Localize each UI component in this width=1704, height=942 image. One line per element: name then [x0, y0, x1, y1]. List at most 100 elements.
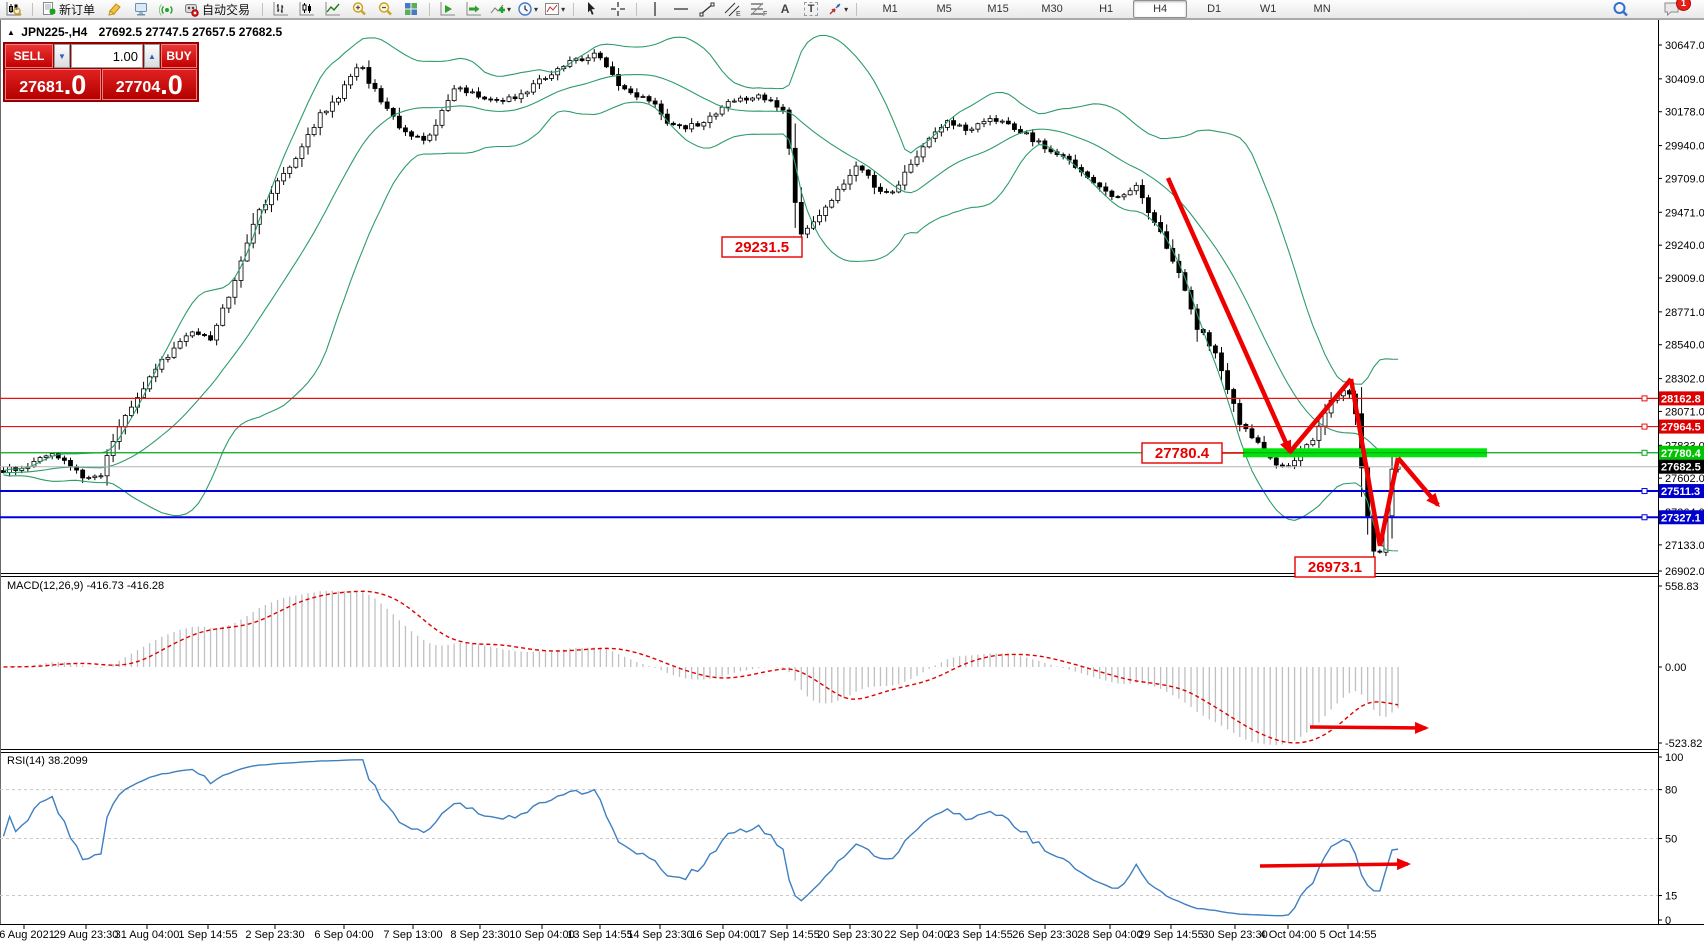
tf-button-mn[interactable]: MN	[1313, 3, 1331, 15]
new-order-button[interactable]: 新订单	[39, 1, 101, 18]
zoom-in-icon[interactable]	[347, 1, 371, 18]
price-tick: 30647.0	[1665, 40, 1704, 52]
sell-price-pips: .0	[63, 70, 87, 100]
price-level-label: 27327.1	[1661, 512, 1701, 524]
chevron-down-icon: ▾	[561, 4, 566, 14]
price-annotation: 26973.1	[1308, 559, 1362, 576]
new-chart-icon[interactable]	[2, 1, 26, 18]
price-level-label: 27682.5	[1661, 462, 1701, 474]
price-tick: 26902.0	[1665, 566, 1704, 578]
line-chart-type-icon[interactable]	[321, 1, 345, 18]
text-letter: A	[780, 2, 790, 16]
volume-input[interactable]	[71, 44, 143, 68]
signal-icon[interactable]	[155, 1, 179, 18]
price-tick: 27602.0	[1665, 473, 1704, 485]
price-tick: 27133.0	[1665, 540, 1704, 552]
price-level-label: 27780.4	[1661, 448, 1702, 460]
highlighter-icon[interactable]	[103, 1, 127, 18]
notification-badge: 1	[1676, 0, 1691, 11]
toolbar-separator	[262, 2, 264, 16]
template-icon[interactable]: ▾	[542, 1, 567, 18]
tile-windows-icon[interactable]	[399, 1, 423, 18]
date-tick: 5 Oct 14:55	[1320, 929, 1377, 941]
date-tick: 14 Sep 23:30	[627, 929, 692, 941]
cursor-icon[interactable]	[580, 1, 604, 18]
macd-tick: -523.82	[1665, 738, 1702, 750]
price-level-label: 27511.3	[1661, 486, 1700, 498]
new-order-label: 新订单	[59, 2, 96, 17]
symbol-ohlc: 27692.5 27747.5 27657.5 27682.5	[98, 25, 283, 39]
tf-button-m1[interactable]: M1	[882, 3, 898, 15]
auto-scroll-icon[interactable]	[436, 1, 460, 18]
chart-shift-icon[interactable]	[462, 1, 486, 18]
label-letter: T	[803, 2, 819, 16]
chevron-down-icon: ▾	[844, 4, 849, 14]
price-tick: 29709.0	[1665, 173, 1704, 185]
search-icon[interactable]	[1608, 1, 1632, 18]
date-tick: 10 Sep 04:00	[509, 929, 574, 941]
periods-clock-icon[interactable]: ▾	[515, 1, 540, 18]
buy-button[interactable]: BUY	[161, 44, 197, 68]
tf-button-w1[interactable]: W1	[1259, 3, 1277, 15]
collapse-icon[interactable]: ▲	[7, 28, 15, 37]
candlestick-chart-type-icon[interactable]	[295, 1, 319, 18]
tf-button-h4[interactable]: H4	[1133, 0, 1188, 18]
date-tick: 1 Sep 14:55	[178, 929, 237, 941]
volume-increase-button[interactable]: ▲	[144, 44, 160, 68]
one-click-trade-panel: SELL ▼ ▲ BUY 27681.0 27704.0	[3, 42, 199, 102]
auto-trading-label: 自动交易	[202, 2, 251, 17]
date-tick: 7 Sep 13:00	[383, 929, 442, 941]
sell-price-main: 27681	[19, 79, 64, 96]
volume-decrease-button[interactable]: ▼	[54, 44, 70, 68]
channel-letter: E	[736, 11, 741, 17]
price-tick: 28771.0	[1665, 307, 1704, 319]
date-tick: 22 Sep 04:00	[884, 929, 949, 941]
fibonacci-tool-icon[interactable]: F	[747, 1, 771, 18]
tf-button-d1[interactable]: D1	[1207, 3, 1222, 15]
arrows-tool-icon[interactable]: ▾	[825, 1, 850, 18]
date-tick: 6 Sep 04:00	[314, 929, 373, 941]
tf-button-m15[interactable]: M15	[987, 3, 1009, 15]
horizontal-line-tool-icon[interactable]	[669, 1, 693, 18]
rsi-tick: 0	[1665, 915, 1671, 927]
chevron-down-icon: ▾	[534, 4, 539, 14]
bar-chart-type-icon[interactable]	[269, 1, 293, 18]
date-tick: 2 Sep 23:30	[245, 929, 304, 941]
zoom-out-icon[interactable]	[373, 1, 397, 18]
community-icon[interactable]	[129, 1, 153, 18]
toolbar-separator	[429, 2, 431, 16]
buy-price[interactable]: 27704.0	[101, 69, 197, 100]
toolbar-separator	[856, 2, 858, 16]
date-tick: 16 Sep 04:00	[690, 929, 755, 941]
fibonacci-letter: F	[763, 11, 767, 17]
price-tick: 29471.0	[1665, 207, 1704, 219]
price-tick: 28540.0	[1665, 340, 1704, 352]
price-tick: 29940.0	[1665, 141, 1704, 153]
trendline-tool-icon[interactable]	[695, 1, 719, 18]
rsi-tick: 80	[1665, 785, 1677, 797]
equidistant-channel-tool-icon[interactable]: E	[721, 1, 745, 18]
crosshair-icon[interactable]	[606, 1, 630, 18]
rsi-label: RSI(14) 38.2099	[7, 755, 88, 767]
notification-icon[interactable]: 1	[1660, 0, 1691, 18]
toolbar-separator	[573, 2, 575, 16]
price-level-label: 27964.5	[1661, 422, 1701, 434]
price-tick: 30178.0	[1665, 107, 1704, 119]
symbol-name: JPN225-,H4	[21, 25, 88, 39]
sell-button[interactable]: SELL	[5, 44, 53, 68]
auto-trading-button[interactable]: 自动交易	[181, 1, 256, 18]
text-label-tool-icon[interactable]: T	[799, 1, 823, 18]
price-tick: 30409.0	[1665, 74, 1704, 86]
indicators-icon[interactable]: ▾	[488, 1, 513, 18]
tf-button-m5[interactable]: M5	[936, 3, 952, 15]
tf-button-m30[interactable]: M30	[1041, 3, 1063, 15]
date-tick: 8 Sep 23:30	[450, 929, 509, 941]
macd-label: MACD(12,26,9) -416.73 -416.28	[7, 580, 165, 592]
vertical-line-tool-icon[interactable]	[643, 1, 667, 18]
text-tool-icon[interactable]: A	[773, 1, 797, 18]
sell-price[interactable]: 27681.0	[5, 69, 101, 100]
tf-button-h1[interactable]: H1	[1099, 3, 1114, 15]
price-level-label: 28162.8	[1661, 393, 1701, 405]
